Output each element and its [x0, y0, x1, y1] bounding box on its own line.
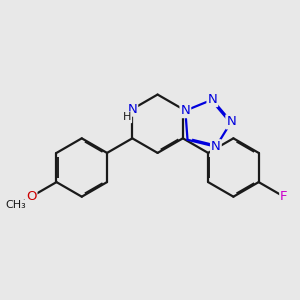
Text: F: F [280, 190, 288, 203]
Text: N: N [226, 116, 236, 128]
Text: H: H [123, 112, 131, 122]
Text: N: N [208, 93, 217, 106]
Text: CH₃: CH₃ [6, 200, 26, 210]
Text: N: N [128, 103, 137, 116]
Text: O: O [26, 190, 37, 203]
Text: N: N [211, 140, 221, 153]
Text: N: N [181, 104, 190, 117]
